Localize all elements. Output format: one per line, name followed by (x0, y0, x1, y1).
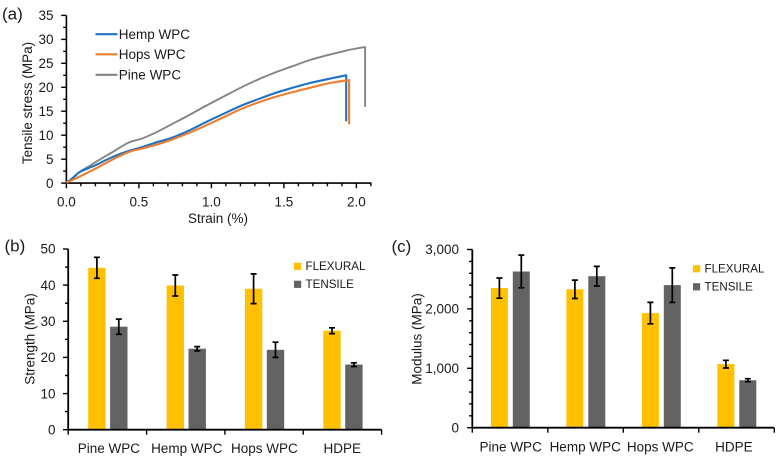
svg-text:(a): (a) (2, 5, 23, 24)
svg-text:30: 30 (40, 314, 55, 329)
svg-text:50: 50 (40, 242, 55, 257)
svg-text:Pine WPC: Pine WPC (78, 441, 141, 456)
svg-text:30: 30 (38, 32, 53, 47)
svg-text:0: 0 (451, 420, 459, 435)
svg-text:2,000: 2,000 (425, 302, 459, 317)
svg-text:1,000: 1,000 (425, 361, 459, 376)
svg-text:25: 25 (38, 56, 53, 71)
svg-text:Tensile stress (MPa): Tensile stress (MPa) (20, 42, 35, 164)
svg-text:2.0: 2.0 (347, 195, 366, 210)
svg-text:Hops WPC: Hops WPC (231, 441, 298, 456)
svg-text:Strain (%): Strain (%) (188, 211, 248, 226)
svg-text:(b): (b) (5, 237, 26, 256)
svg-text:0.5: 0.5 (130, 195, 149, 210)
svg-text:5: 5 (46, 152, 54, 167)
svg-text:0: 0 (46, 176, 54, 191)
svg-text:(c): (c) (392, 237, 412, 256)
svg-text:Hops WPC: Hops WPC (119, 47, 186, 62)
svg-text:Hemp WPC: Hemp WPC (119, 27, 191, 42)
svg-text:Strength (MPa): Strength (MPa) (23, 293, 38, 385)
svg-text:Modulus (MPa): Modulus (MPa) (410, 293, 425, 385)
svg-text:Hops WPC: Hops WPC (627, 440, 694, 455)
svg-text:35: 35 (38, 8, 53, 23)
svg-text:HDPE: HDPE (715, 440, 753, 455)
svg-text:FLEXURAL: FLEXURAL (705, 263, 765, 276)
svg-text:3,000: 3,000 (425, 242, 459, 257)
svg-text:TENSILE: TENSILE (705, 281, 754, 294)
svg-text:Pine WPC: Pine WPC (119, 68, 182, 83)
svg-text:20: 20 (38, 80, 53, 95)
svg-text:15: 15 (38, 104, 53, 119)
svg-text:1.0: 1.0 (202, 195, 221, 210)
svg-text:Pine WPC: Pine WPC (480, 440, 543, 455)
svg-text:10: 10 (38, 128, 53, 143)
svg-text:0.0: 0.0 (57, 195, 76, 210)
svg-text:Hemp WPC: Hemp WPC (550, 440, 622, 455)
svg-text:40: 40 (40, 278, 55, 293)
svg-text:10: 10 (40, 386, 55, 401)
svg-text:1.5: 1.5 (275, 195, 294, 210)
svg-text:TENSILE: TENSILE (306, 278, 355, 291)
svg-text:Hemp WPC: Hemp WPC (151, 441, 223, 456)
svg-text:FLEXURAL: FLEXURAL (306, 260, 366, 273)
svg-text:0: 0 (48, 422, 56, 437)
svg-text:HDPE: HDPE (324, 441, 362, 456)
svg-text:20: 20 (40, 350, 55, 365)
